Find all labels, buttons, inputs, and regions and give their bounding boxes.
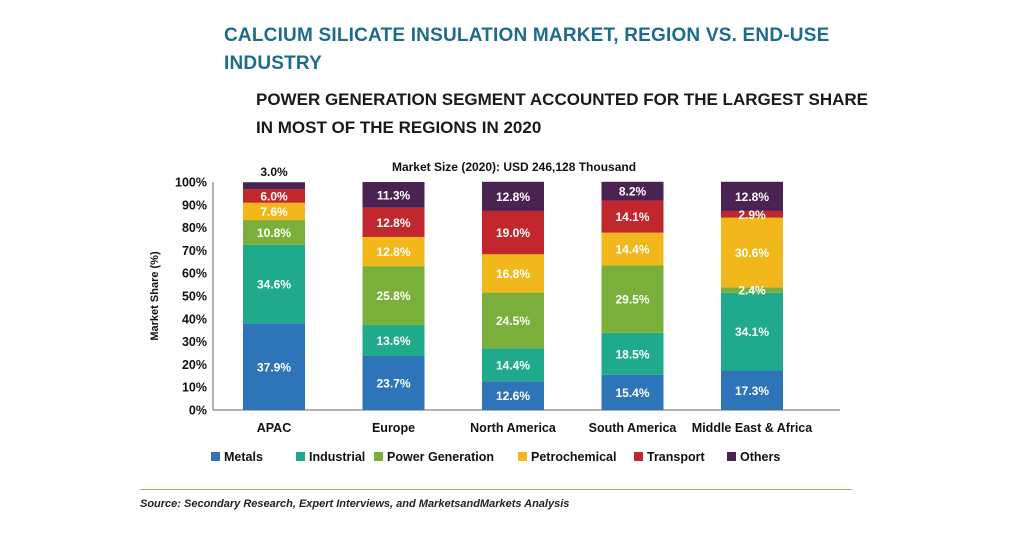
legend-label-petrochemical: Petrochemical [531,450,616,464]
y-tick-label: 30% [182,335,207,349]
bar-segment-industrial-europe [362,324,425,356]
x-tick-label: APAC [257,421,292,435]
bar-segment-others-middle-east-africa [721,181,783,211]
data-label: 11.3% [377,188,411,202]
data-label: 24.5% [496,314,530,328]
bar-segment-industrial-south-america [601,332,664,375]
source-divider [140,489,852,490]
bar-segment-transport-south-america [601,200,664,233]
bar-segment-petrochemical-middle-east-africa [721,217,783,288]
bar-segment-metals-north-america [482,381,544,410]
data-label: 37.9% [257,360,291,374]
data-label: 3.0% [260,165,288,179]
data-label: 14.1% [615,210,649,224]
bar-segment-power-generation-europe [362,266,425,325]
bar-segment-metals-south-america [601,374,664,410]
data-label: 12.6% [496,389,530,403]
data-label: 12.8% [735,190,769,204]
bar-segment-petrochemical-apac [243,202,305,221]
data-label: 12.8% [496,190,530,204]
legend-swatch-others [727,452,736,461]
bar-segment-power-generation-south-america [601,265,664,333]
x-tick-label: Europe [372,421,415,435]
y-tick-label: 80% [182,221,207,235]
y-tick-label: 0% [189,404,207,418]
y-tick-label: 60% [182,267,207,281]
y-tick-label: 90% [182,198,207,212]
page-title: CALCIUM SILICATE INSULATION MARKET, REGI… [224,25,830,74]
data-label: 34.1% [735,325,769,339]
bar-segment-transport-middle-east-africa [721,210,783,218]
legend-swatch-industrial [296,452,305,461]
bar-segment-transport-europe [362,207,425,237]
y-tick-label: 40% [182,312,207,326]
x-tick-label: North America [470,421,557,435]
data-label: 14.4% [496,358,530,372]
legend-swatch-petrochemical [518,452,527,461]
data-label: 34.6% [257,278,291,292]
bar-segment-transport-apac [243,189,305,203]
data-label: 25.8% [376,289,410,303]
legend-label-others: Others [740,450,780,464]
data-label: 12.8% [376,216,410,230]
bar-segment-industrial-middle-east-africa [721,292,783,371]
bar-segment-metals-europe [362,355,425,410]
data-label: 13.6% [376,334,410,348]
y-tick-label: 100% [175,176,207,190]
chart-title: Market Size (2020): USD 246,128 Thousand [392,160,636,174]
y-tick-label: 10% [182,381,207,395]
bar-segment-others-europe [362,182,425,208]
legend-swatch-power-generation [374,452,383,461]
legend-label-industrial: Industrial [309,450,365,464]
legend-swatch-transport [634,452,643,461]
y-tick-label: 20% [182,358,207,372]
bar-segment-transport-north-america [482,210,544,255]
bar-segment-petrochemical-europe [362,236,425,267]
bar-segment-power-generation-north-america [482,292,544,349]
bar-segment-petrochemical-south-america [601,232,664,266]
data-label: 14.4% [615,243,649,257]
page-subtitle: POWER GENERATION SEGMENT ACCOUNTED FOR T… [256,90,869,137]
data-label: 30.6% [735,246,769,260]
bar-segment-others-south-america [601,181,664,201]
bar-segment-petrochemical-north-america [482,254,544,293]
y-tick-label: 70% [182,244,207,258]
bar-segment-metals-middle-east-africa [721,370,783,410]
bar-segment-power-generation-middle-east-africa [721,287,783,293]
x-tick-label: South America [589,421,678,435]
data-label: 23.7% [376,376,410,390]
legend-label-power-generation: Power Generation [387,450,494,464]
legend-label-transport: Transport [647,450,705,464]
y-tick-label: 50% [182,290,207,304]
data-label: 29.5% [615,293,649,307]
bar-segment-industrial-apac [243,244,305,324]
legend-label-metals: Metals [224,450,263,464]
data-label: 18.5% [615,347,649,361]
data-label: 16.8% [496,267,530,281]
bar-segment-others-north-america [482,181,544,211]
y-axis-title: Market Share (%) [149,251,161,341]
data-label: 2.4% [738,284,766,298]
bar-segment-others-apac [243,182,305,190]
x-tick-label: Middle East & Africa [692,421,813,435]
bar-segment-power-generation-apac [243,220,305,245]
bar-segment-metals-apac [243,323,305,410]
source-note: Source: Secondary Research, Expert Inter… [140,498,570,510]
data-label: 6.0% [260,189,288,203]
legend-swatch-metals [211,452,220,461]
data-label: 7.6% [260,205,288,219]
bar-segment-industrial-north-america [482,348,544,382]
data-label: 12.8% [376,245,410,259]
data-label: 19.0% [496,226,530,240]
data-label: 17.3% [735,384,769,398]
data-label: 10.8% [257,226,291,240]
data-label: 2.9% [738,208,766,222]
data-label: 8.2% [619,185,647,199]
data-label: 15.4% [615,386,649,400]
